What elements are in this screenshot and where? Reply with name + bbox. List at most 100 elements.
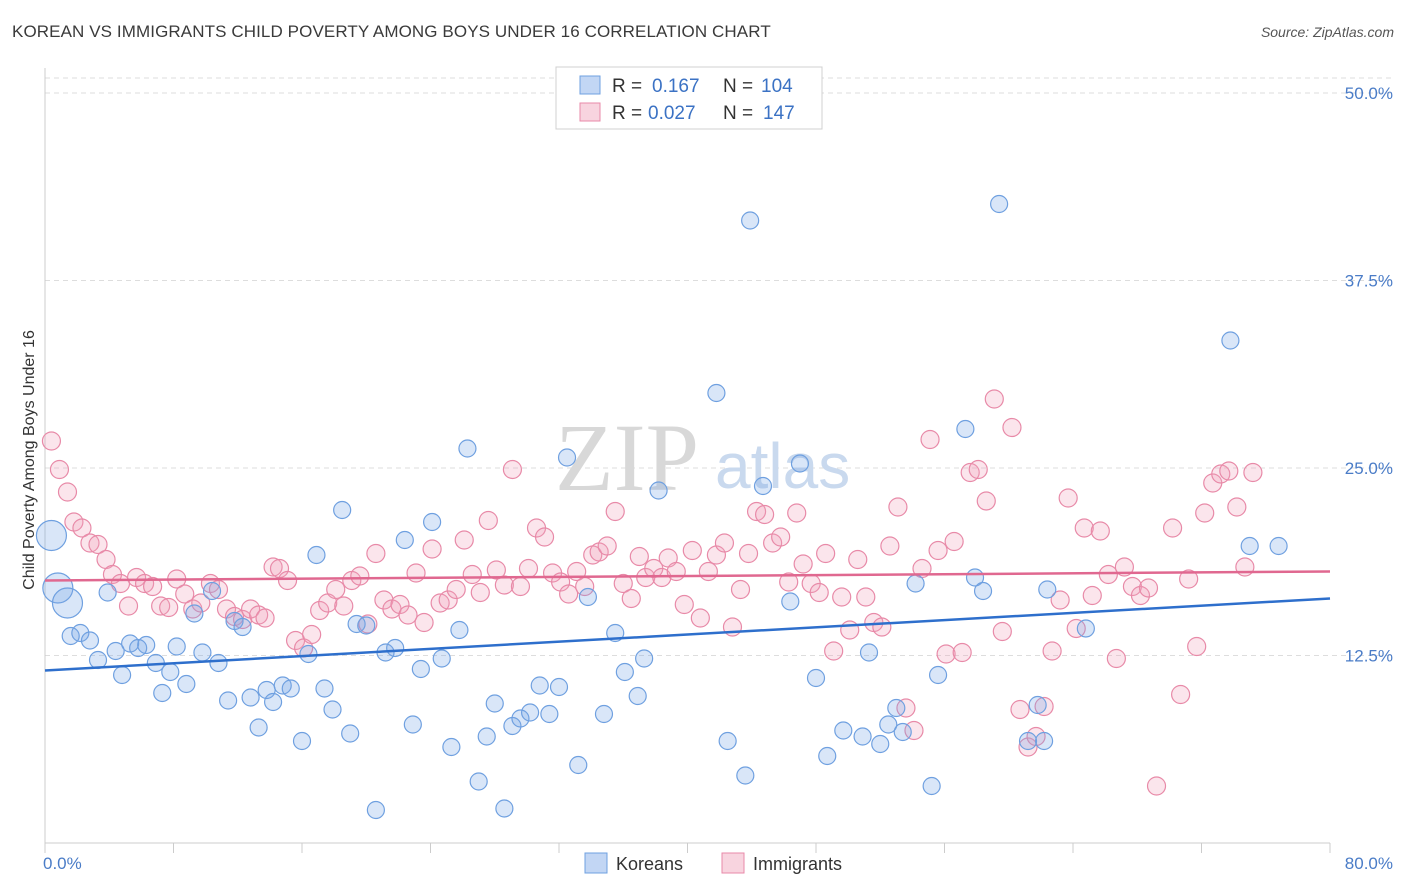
korean-n-value: 104 [761, 76, 793, 97]
korean-point-49 [450, 620, 469, 640]
immigrant-point-27 [255, 608, 275, 628]
immigrant-point-4 [72, 518, 92, 538]
korean-point-17 [177, 674, 196, 694]
korean-point-14 [153, 683, 172, 703]
koreans-swatch [584, 852, 608, 874]
korean-point-12 [137, 635, 156, 655]
korean-point-74 [753, 476, 773, 496]
immigrant-point-143 [1187, 636, 1207, 657]
korean-point-15 [161, 662, 180, 682]
immigrant-point-106 [880, 536, 900, 556]
x-tick-labels: 0.0% 80.0% [43, 854, 1393, 873]
series-legend: Koreans Immigrants [584, 852, 842, 874]
immigrant-point-82 [690, 608, 710, 628]
korean-point-54 [495, 799, 514, 818]
immigrant-point-134 [1106, 648, 1126, 669]
immigrant-point-51 [446, 579, 466, 600]
korean-point-59 [540, 704, 559, 724]
korean-point-0 [35, 519, 68, 552]
korean-point-60 [549, 677, 569, 697]
immigrant-point-50 [438, 590, 458, 610]
immigrant-point-70 [597, 536, 617, 556]
immigrant-point-41 [366, 543, 386, 564]
korean-point-61 [557, 448, 577, 467]
immigrant-point-77 [652, 567, 672, 588]
immigrant-point-125 [1034, 696, 1054, 717]
immigrant-point-117 [968, 459, 988, 480]
immigrant-point-81 [682, 540, 702, 561]
immigrant-point-103 [856, 587, 876, 607]
immigrant-point-79 [666, 561, 686, 582]
immigrant-point-33 [302, 624, 322, 645]
korean-point-53 [485, 694, 504, 713]
korean-point-35 [323, 700, 342, 719]
immigrant-point-142 [1179, 569, 1199, 589]
source-credit: Source: ZipAtlas.com [1260, 24, 1394, 40]
korean-point-32 [299, 644, 318, 664]
korean-point-51 [469, 772, 488, 791]
immigrant-point-53 [462, 564, 482, 585]
immigrant-point-55 [478, 510, 498, 531]
y-tick-labels: 12.5% 25.0% 37.5% 50.0% [1345, 84, 1393, 666]
immigrant-point-97 [809, 582, 829, 603]
watermark-atlas: atlas [715, 430, 850, 502]
korean-point-58 [530, 676, 549, 695]
korean-point-9 [112, 665, 132, 685]
immigrant-point-30 [277, 570, 298, 591]
immigrant-point-119 [984, 389, 1004, 409]
immigrant-trend-line [44, 570, 1331, 582]
korean-point-44 [403, 715, 422, 734]
immigrant-point-141 [1171, 684, 1191, 705]
immigrant-point-47 [414, 612, 434, 633]
y-tick-label-2: 37.5% [1345, 272, 1393, 291]
korean-point-42 [386, 638, 405, 658]
immigrant-legend-swatch [579, 102, 601, 122]
immigrant-point-126 [1042, 641, 1062, 661]
immigrant-points [41, 389, 1263, 796]
korean-point-43 [395, 530, 414, 550]
immigrant-point-101 [840, 620, 860, 640]
immigrant-point-48 [422, 539, 442, 559]
korean-point-67 [628, 686, 647, 706]
immigrant-point-112 [928, 540, 948, 561]
immigrant-point-28 [263, 557, 283, 577]
immigrant-point-13 [143, 576, 163, 597]
korean-point-98 [1221, 331, 1240, 350]
korean-point-69 [649, 481, 668, 500]
immigrant-point-44 [390, 594, 410, 615]
korean-point-37 [341, 724, 360, 743]
immigrant-point-108 [896, 698, 916, 718]
korean-point-75 [781, 592, 800, 611]
immigrant-point-52 [454, 530, 474, 550]
immigrants-legend-label: Immigrants [753, 854, 842, 874]
immigrant-point-128 [1058, 488, 1078, 508]
immigrant-point-113 [936, 644, 956, 664]
immigrant-point-129 [1066, 618, 1086, 639]
korean-point-88 [928, 665, 948, 685]
immigrant-point-59 [510, 576, 531, 597]
korean-point-21 [209, 653, 228, 673]
korean-point-40 [366, 800, 385, 820]
korean-point-57 [520, 703, 540, 722]
korean-point-71 [718, 731, 737, 751]
immigrant-point-37 [334, 596, 354, 616]
korean-point-39 [357, 616, 376, 635]
korean-point-31 [292, 731, 312, 751]
korean-point-34 [315, 679, 334, 698]
korean-legend-swatch [579, 75, 601, 95]
korean-point-92 [990, 194, 1009, 214]
immigrant-point-148 [1227, 497, 1247, 517]
immigrant-point-65 [559, 584, 579, 604]
immigrant-point-80 [674, 594, 694, 615]
immigrant-point-45 [398, 605, 418, 625]
immigrant-point-147 [1219, 461, 1239, 481]
immigrant-point-58 [502, 459, 523, 480]
y-tick-label-3: 50.0% [1345, 84, 1393, 103]
immigrant-point-102 [848, 549, 868, 570]
watermark-zip: ZIP [555, 404, 699, 511]
immigrant-point-34 [310, 600, 330, 621]
korean-r-value: 0.167 [652, 76, 700, 97]
y-tick-label-1: 25.0% [1345, 459, 1393, 478]
immigrant-point-39 [350, 566, 370, 586]
